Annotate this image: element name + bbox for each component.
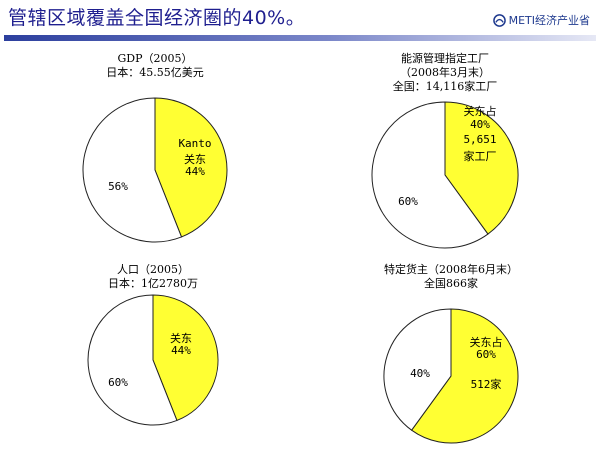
caption-line: 特定货主（2008年6月末） — [384, 263, 518, 276]
slice-label-kanto: 512家 — [470, 378, 502, 391]
caption-line: 人口（2005） — [117, 263, 189, 276]
chart-caption: 能源管理指定工厂 （2008年3月末） 全国：14,116家工厂 — [335, 52, 555, 94]
caption-line: GDP（2005） — [117, 52, 193, 65]
slice-label-kanto: 44% — [185, 165, 205, 178]
caption-line: 全国866家 — [424, 277, 478, 290]
pie-slice-rest — [383, 308, 452, 431]
pie-slice-rest — [82, 97, 183, 243]
brand-logo: METI经济产业省 — [492, 12, 590, 28]
slice-label-rest: 56% — [108, 180, 128, 193]
slice-label-kanto: 家工厂 — [463, 150, 497, 163]
meti-logo-icon — [492, 13, 506, 27]
chart-caption: GDP（2005） 日本：45.55亿美元 — [45, 52, 265, 80]
caption-line: （2008年3月末） — [400, 66, 490, 79]
slice-label-kanto: 关东占 — [463, 105, 497, 118]
slice-label-rest: 40% — [410, 367, 430, 380]
slice-label-kanto: 5,651 — [463, 133, 497, 146]
pie-chart — [383, 308, 519, 444]
slice-label-kanto: 40% — [470, 118, 490, 131]
caption-line: 日本：1亿2780万 — [108, 277, 198, 290]
slice-label-kanto: 44% — [171, 344, 191, 357]
caption-line: 全国：14,116家工厂 — [392, 80, 498, 93]
slice-label-rest: 60% — [398, 195, 418, 208]
pie-slice-rest — [371, 101, 489, 249]
pie-slice-kanto — [410, 308, 519, 444]
brand-label: METI经济产业省 — [508, 14, 590, 27]
page-title: 管辖区域覆盖全国经济圈的40%。 — [8, 7, 306, 29]
pie-slice-rest — [87, 294, 178, 426]
pie-slice-kanto — [152, 294, 219, 422]
pie-chart — [82, 97, 228, 243]
caption-line: 日本：45.55亿美元 — [106, 66, 204, 79]
slice-label-kanto: Kanto — [178, 137, 212, 150]
chart-caption: 人口（2005） 日本：1亿2780万 — [43, 263, 263, 291]
slice-label-kanto: 关东占 — [469, 336, 503, 349]
pie-slice-kanto — [444, 101, 519, 235]
chart-caption: 特定货主（2008年6月末） 全国866家 — [341, 263, 561, 291]
slice-label-kanto: 关东 — [184, 153, 206, 166]
slice-label-kanto: 60% — [476, 348, 496, 361]
caption-line: 能源管理指定工厂 — [401, 52, 489, 65]
pie-chart — [87, 294, 219, 426]
slice-label-rest: 60% — [108, 376, 128, 389]
slice-label-kanto: 关东 — [170, 332, 192, 345]
pie-chart — [371, 101, 519, 249]
header-divider — [4, 35, 596, 41]
pie-slice-kanto — [154, 97, 228, 238]
